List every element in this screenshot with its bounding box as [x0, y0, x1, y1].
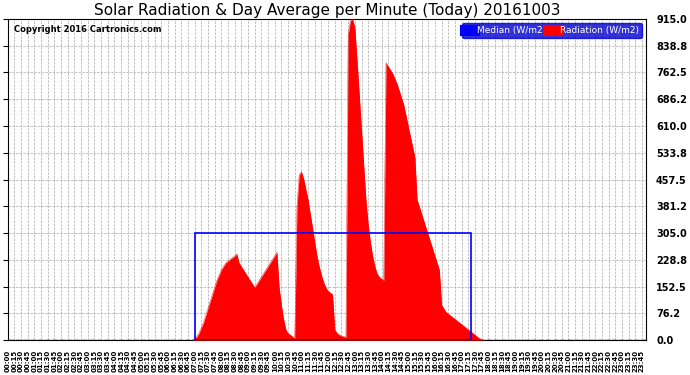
Bar — [195, 233, 471, 340]
Title: Solar Radiation & Day Average per Minute (Today) 20161003: Solar Radiation & Day Average per Minute… — [94, 3, 560, 18]
Text: Copyright 2016 Cartronics.com: Copyright 2016 Cartronics.com — [14, 26, 161, 34]
Legend: Median (W/m2), Radiation (W/m2): Median (W/m2), Radiation (W/m2) — [462, 24, 642, 38]
